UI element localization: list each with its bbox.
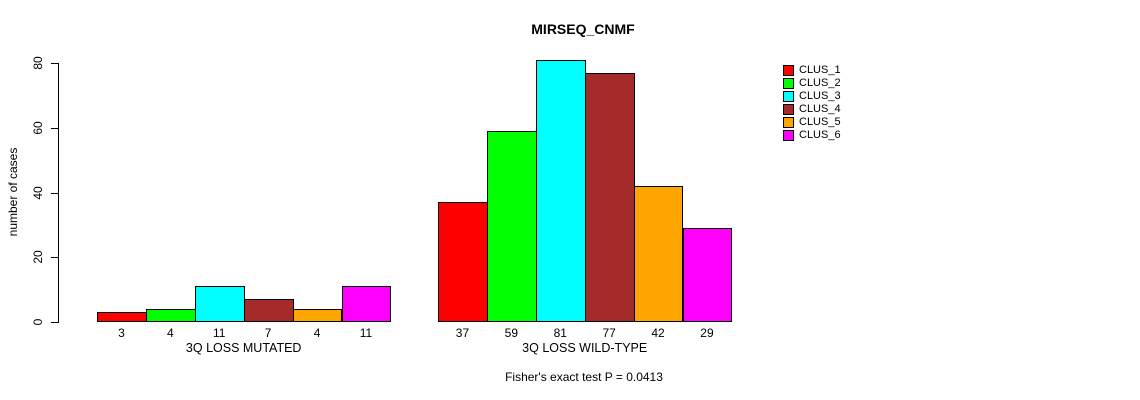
bar-value-label: 81 <box>553 326 567 340</box>
legend-label: CLUS_2 <box>799 77 841 89</box>
y-axis-title: number of cases <box>6 147 20 237</box>
bar-clus_2 <box>486 131 537 322</box>
legend-swatch <box>783 104 794 115</box>
legend-label: CLUS_4 <box>799 103 841 115</box>
bar-clus_1 <box>438 202 488 322</box>
legend-swatch <box>783 78 794 89</box>
legend-label: CLUS_5 <box>799 116 841 128</box>
bar-clus_5 <box>292 309 343 322</box>
bar-value-label: 7 <box>264 326 272 340</box>
y-tick <box>51 192 58 194</box>
y-tick-label: 20 <box>31 250 45 264</box>
bar-clus_1 <box>97 312 147 322</box>
bar-clus_2 <box>145 309 196 322</box>
bar-value-label: 4 <box>166 326 174 340</box>
bar-value-label: 77 <box>602 326 616 340</box>
legend-swatch <box>783 91 794 102</box>
bar-value-label: 37 <box>455 326 470 340</box>
bar-clus_6 <box>341 286 392 322</box>
legend-item: CLUS_1 <box>783 64 841 77</box>
y-tick-label: 40 <box>31 185 45 200</box>
bar-clus_4 <box>243 299 294 322</box>
bar-value-label: 11 <box>359 326 373 340</box>
bar-clus_6 <box>682 228 733 322</box>
legend-label: CLUS_3 <box>799 90 841 102</box>
y-tick <box>51 322 58 323</box>
bar-clus_4 <box>584 72 635 322</box>
legend-item: CLUS_5 <box>783 116 841 129</box>
legend-label: CLUS_1 <box>799 64 841 76</box>
legend-item: CLUS_3 <box>783 90 841 103</box>
y-tick <box>51 127 58 129</box>
y-tick-label: 60 <box>31 121 45 135</box>
x-axis-label-mutated: 3Q LOSS MUTATED <box>185 341 302 355</box>
legend-label: CLUS_6 <box>799 129 841 141</box>
fisher-test-annotation: Fisher's exact test P = 0.0413 <box>505 370 663 384</box>
chart-title: MIRSEQ_CNMF <box>531 21 635 37</box>
x-axis-label-wildtype: 3Q LOSS WILD-TYPE <box>522 341 648 355</box>
legend-item: CLUS_4 <box>783 103 841 116</box>
y-tick-label: 0 <box>31 318 45 326</box>
y-axis-line <box>58 63 59 323</box>
bar-value-label: 3 <box>118 326 125 340</box>
legend-swatch <box>783 65 794 76</box>
bar-value-label: 59 <box>504 326 519 340</box>
bar-clus_5 <box>633 186 684 322</box>
legend-item: CLUS_6 <box>783 129 841 142</box>
legend: CLUS_1 CLUS_2 CLUS_3 CLUS_4 CLUS_5 CLUS_6 <box>783 64 841 142</box>
bar-value-label: 29 <box>700 326 714 340</box>
bar-clus_3 <box>194 286 245 322</box>
legend-swatch <box>783 117 794 128</box>
bar-value-label: 42 <box>651 326 665 340</box>
y-tick <box>51 257 58 259</box>
bar-value-label: 4 <box>313 326 321 340</box>
legend-swatch <box>783 130 794 141</box>
y-tick <box>51 63 58 64</box>
y-tick-label: 80 <box>31 56 45 70</box>
bar-value-label: 11 <box>213 326 226 340</box>
legend-item: CLUS_2 <box>783 77 841 90</box>
bar-clus_3 <box>535 59 586 322</box>
